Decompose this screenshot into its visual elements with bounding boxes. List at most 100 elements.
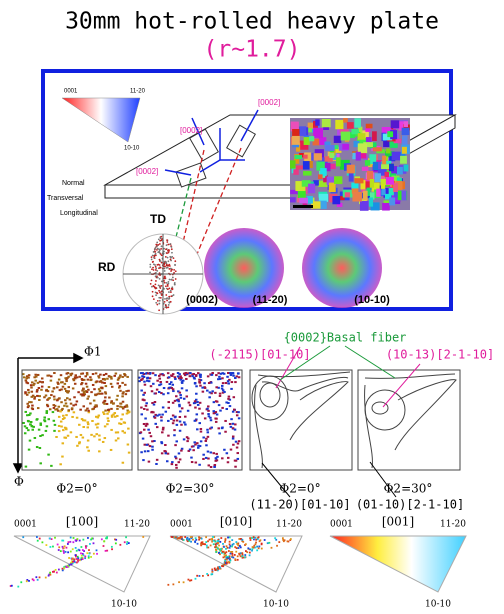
- odf-dot: [198, 407, 201, 410]
- odf-dot: [41, 381, 44, 384]
- ipf-dot: [207, 540, 209, 543]
- pole-dot: [163, 277, 165, 280]
- ipf-dot: [184, 536, 187, 538]
- odf-dot: [208, 396, 211, 399]
- pole-dot: [174, 260, 177, 263]
- odf-dot: [205, 437, 208, 440]
- odf-dot: [63, 387, 67, 390]
- ipf-dot: [82, 554, 85, 557]
- ipf-dot: [235, 550, 238, 553]
- odf-dot: [38, 398, 41, 401]
- odf-dot: [160, 392, 163, 395]
- odf-dot: [207, 413, 210, 416]
- ipf-dot: [228, 558, 231, 561]
- ipf-dot: [222, 550, 225, 553]
- odf-dot: [177, 461, 181, 464]
- odf-dot: [178, 416, 182, 419]
- odf-dot: [65, 405, 69, 408]
- odf-dot: [121, 406, 124, 409]
- grain: [351, 128, 359, 135]
- odf-dot: [106, 412, 109, 415]
- ipf-dot: [233, 554, 236, 556]
- odf-dot: [35, 375, 38, 378]
- odf-dot: [116, 394, 119, 397]
- ipf-dot: [202, 543, 204, 546]
- odf-dot: [43, 420, 47, 423]
- odf-dot: [198, 463, 201, 466]
- pole-dot: [156, 245, 158, 248]
- ipf-dot: [212, 536, 214, 538]
- odf-dot: [234, 377, 237, 380]
- ipf-dot: [188, 538, 191, 541]
- ipf-dot: [210, 538, 213, 541]
- ipf-dot: [257, 536, 260, 539]
- ipf-dot: [119, 543, 122, 546]
- ipf-dot: [228, 555, 231, 558]
- odf-dot: [225, 401, 228, 404]
- odf-dot: [220, 387, 224, 390]
- odf-dot: [91, 383, 95, 386]
- odf-dot: [55, 386, 59, 389]
- odf-dot: [237, 376, 241, 379]
- odf-dot: [234, 440, 238, 443]
- odf-dot: [81, 419, 85, 422]
- grain: [305, 128, 312, 133]
- ipf-dot: [235, 541, 238, 543]
- odf-dot: [187, 449, 191, 452]
- odf-dot: [36, 389, 39, 392]
- grain: [344, 192, 351, 198]
- odf-dot: [59, 374, 63, 377]
- odf-dot: [227, 395, 231, 398]
- odf-dot: [53, 372, 56, 375]
- odf-dot: [110, 428, 113, 431]
- ipf-dot: [282, 540, 285, 543]
- odf-dot: [96, 426, 99, 429]
- pole-dot: [158, 277, 161, 280]
- odf-dot: [236, 372, 240, 375]
- grain: [301, 180, 311, 187]
- odf-dot: [209, 427, 212, 430]
- odf-dot: [56, 381, 59, 384]
- grain: [308, 183, 316, 194]
- odf-dot: [207, 415, 211, 418]
- odf-dot: [94, 372, 98, 375]
- odf-dot: [32, 384, 35, 387]
- odf-dot: [104, 391, 107, 394]
- odf-dot: [104, 392, 108, 395]
- ipf-dot: [244, 554, 247, 556]
- odf-dot: [227, 397, 230, 400]
- odf-dot: [45, 411, 48, 414]
- ipf-dot: [61, 545, 64, 548]
- odf-dot: [188, 375, 192, 378]
- ipf-dot: [189, 536, 192, 539]
- pole-dot: [167, 304, 170, 306]
- pole-dot: [152, 266, 154, 269]
- odf-dot: [154, 374, 157, 377]
- grain: [295, 181, 306, 192]
- pole-dot: [163, 287, 165, 290]
- ipf-dot: [212, 543, 215, 546]
- odf-dot: [215, 452, 218, 455]
- ipf-dot: [80, 554, 83, 557]
- orientation-label: (11-20)[01-10]: [249, 498, 350, 512]
- odf-dot: [153, 416, 157, 419]
- grain: [403, 124, 410, 131]
- odf-dot: [155, 426, 159, 429]
- odf-dot: [27, 388, 30, 391]
- odf-dot: [199, 430, 203, 433]
- odf-dot: [193, 441, 196, 444]
- odf-dot: [144, 417, 147, 420]
- pole-density: [149, 235, 177, 312]
- odf-dot: [155, 458, 159, 461]
- odf-dot: [196, 401, 199, 404]
- ipf-dot: [10, 584, 13, 587]
- pole-dot: [164, 304, 167, 307]
- ipf-dot: [207, 574, 210, 577]
- odf-dot: [214, 457, 218, 460]
- odf-dot: [71, 415, 74, 418]
- odf-dot: [191, 375, 194, 378]
- grain: [381, 127, 392, 135]
- odf-dot: [79, 393, 83, 396]
- grain: [297, 190, 306, 199]
